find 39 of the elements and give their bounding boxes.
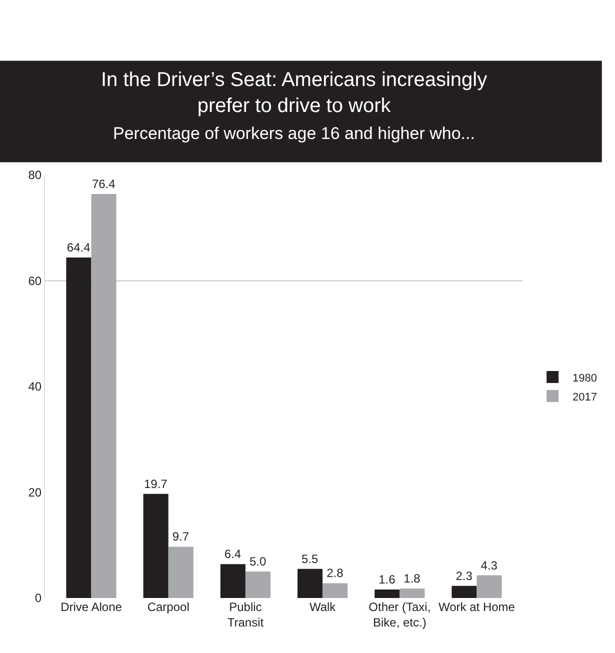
chart-title: In the Driver’s Seat: Americans increasingly prefer to drive to work [101, 69, 488, 117]
data-label: 76.4 [92, 177, 116, 192]
bar [452, 586, 477, 598]
data-label: 6.4 [224, 547, 242, 562]
bar [245, 572, 271, 598]
x-tick-label: Drive Alone [60, 600, 122, 614]
data-label: 2.3 [456, 568, 473, 583]
legend-label: 2017 [572, 391, 598, 404]
x-tick-label: Work at Home [438, 600, 516, 614]
bar [91, 194, 116, 598]
data-label: 19.7 [144, 476, 168, 491]
data-label: 5.5 [302, 552, 319, 566]
y-tick-label: 80 [28, 168, 42, 182]
x-tick-label: Public Transit [227, 600, 264, 630]
data-label: 9.7 [172, 530, 190, 544]
chart-subtitle: Percentage of workers age 16 and higher who... [113, 124, 475, 143]
x-tick-label: Other (Taxi, Bike, etc.) [368, 600, 431, 630]
data-label: 1.8 [404, 571, 421, 586]
data-label: 4.3 [480, 558, 498, 572]
y-tick-label: 0 [34, 591, 42, 606]
bar [297, 568, 323, 598]
bar [168, 546, 194, 598]
data-label: 64.4 [66, 240, 91, 254]
bar [143, 494, 168, 598]
data-label: 2.8 [326, 566, 344, 580]
x-tick-label: Walk [309, 600, 337, 614]
y-tick-label: 60 [28, 274, 42, 288]
data-label: 1.6 [378, 572, 396, 587]
bar [66, 257, 92, 598]
bar [220, 564, 246, 598]
legend-label: 1980 [572, 372, 598, 384]
bar [400, 588, 425, 598]
bar [322, 583, 348, 598]
y-tick-label: 40 [28, 380, 42, 394]
y-tick-label: 20 [28, 485, 42, 500]
bar [476, 575, 502, 598]
x-tick-label: Carpool [147, 600, 190, 614]
bar [374, 590, 400, 598]
data-label: 5.0 [249, 554, 266, 569]
